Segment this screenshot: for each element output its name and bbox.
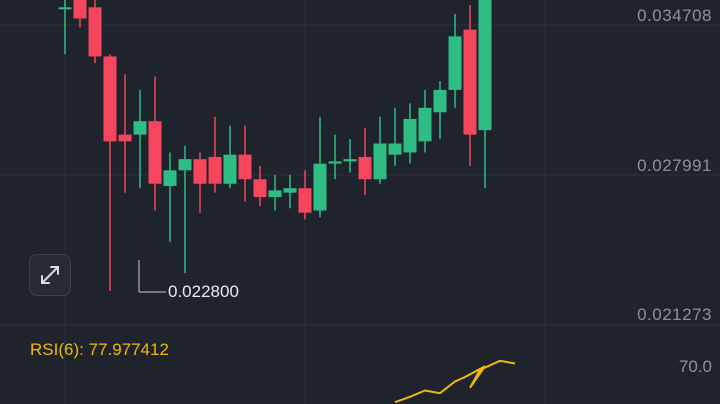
candle-body [223,154,237,184]
candle-body [403,118,417,153]
candle-body [103,56,117,142]
candle-body [283,188,297,193]
candle-body [118,134,132,142]
candle-body [193,159,207,184]
low-price-label: 0.022800 [168,282,239,301]
candle-body [133,121,147,135]
price-axis-label-mid: 0.027991 [637,156,712,175]
candle-body [88,7,102,57]
candle-body [298,188,312,213]
candle-body [328,161,342,164]
candle-body [178,159,192,171]
candle-body [448,36,462,90]
candle-body [58,7,72,10]
candle-body [163,170,177,186]
rsi-level-label: 70.0 [678,357,712,376]
candle-body [463,29,477,135]
candle-body [268,190,282,198]
price-axis-label-top: 0.034708 [637,6,712,25]
candle-body [208,156,222,184]
candle-body [343,159,357,162]
candle-body [73,0,87,19]
candle-body [478,0,492,131]
expand-chart-button[interactable] [29,254,71,296]
candle-body [418,107,432,142]
rsi-line [394,359,516,404]
candle-body [253,179,267,198]
candle-body [433,89,447,113]
price-axis-label-bottom: 0.021273 [637,305,712,324]
expand-arrows-icon [41,266,59,284]
low-price-marker [138,260,166,293]
candle-body [148,121,162,184]
rsi-indicator-label: RSI(6): 77.977412 [30,340,169,359]
candle-body [358,156,372,180]
candle-body [313,163,327,211]
candle-body [388,143,402,155]
candle-body [238,154,252,180]
candle-body [373,143,387,180]
candles-group [58,0,492,291]
